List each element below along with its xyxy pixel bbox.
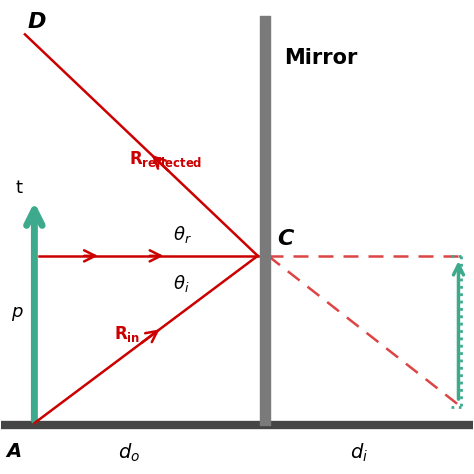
Text: p: p xyxy=(11,303,23,321)
Text: A: A xyxy=(6,442,21,461)
Text: $\theta_r$: $\theta_r$ xyxy=(173,224,192,245)
Text: C: C xyxy=(277,229,294,249)
Text: $\theta_i$: $\theta_i$ xyxy=(173,273,190,294)
Text: $d_o$: $d_o$ xyxy=(118,442,140,464)
Text: D: D xyxy=(27,12,46,32)
Text: $\mathbf{R}_{\mathbf{reflected}}$: $\mathbf{R}_{\mathbf{reflected}}$ xyxy=(128,149,202,169)
Text: $d_i$: $d_i$ xyxy=(350,442,369,464)
Text: t: t xyxy=(16,179,23,197)
Text: $\mathbf{R}_{\mathbf{in}}$: $\mathbf{R}_{\mathbf{in}}$ xyxy=(115,324,141,344)
Text: Mirror: Mirror xyxy=(284,48,357,68)
